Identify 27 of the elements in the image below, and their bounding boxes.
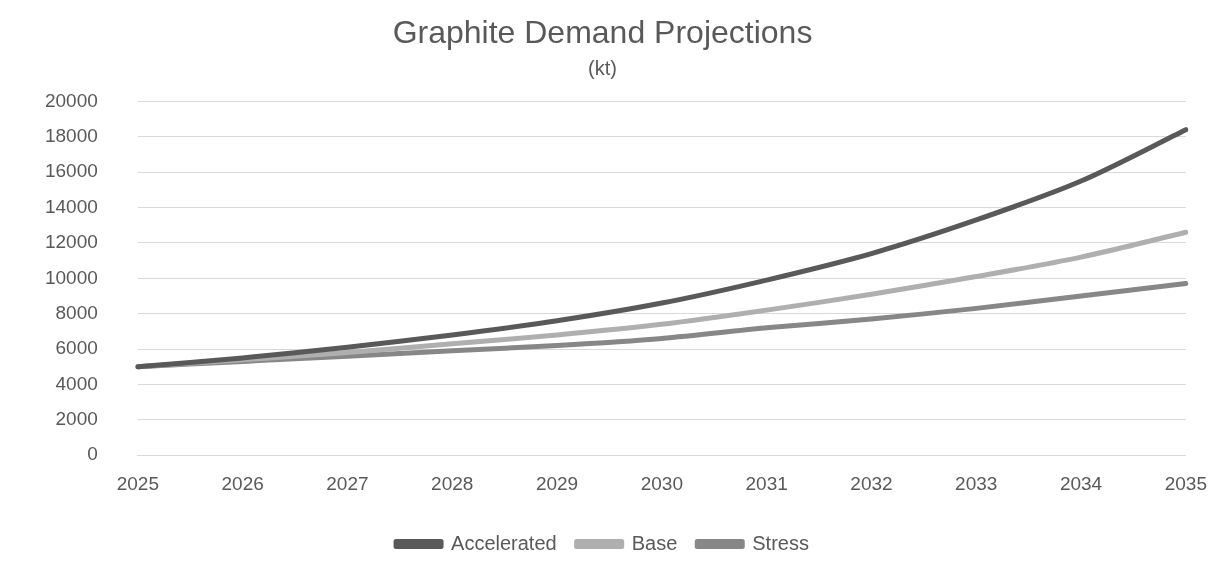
x-tick-label: 2025 [116, 472, 159, 494]
y-tick-label: 10000 [44, 266, 98, 288]
x-tick-label: 2027 [326, 472, 369, 494]
x-tick-label: 2034 [1059, 472, 1103, 494]
x-tick-label: 2030 [640, 472, 683, 494]
legend-label: Stress [752, 531, 809, 554]
y-tick-label: 20000 [44, 89, 98, 111]
x-tick-label: 2028 [431, 472, 474, 494]
y-tick-label: 14000 [44, 195, 98, 217]
y-tick-label: 6000 [55, 337, 98, 359]
x-tick-label: 2031 [745, 472, 788, 494]
legend-label: Accelerated [451, 531, 557, 554]
y-tick-label: 18000 [44, 125, 98, 147]
y-tick-label: 12000 [44, 231, 98, 253]
y-tick-label: 16000 [44, 160, 98, 182]
chart-title: Graphite Demand Projections [392, 14, 813, 51]
x-tick-label: 2026 [221, 472, 264, 494]
x-tick-label: 2029 [535, 472, 579, 494]
x-tick-label: 2032 [850, 472, 893, 494]
y-tick-label: 0 [87, 443, 98, 465]
x-tick-label: 2035 [1164, 472, 1208, 494]
chart-subtitle: (kt) [588, 56, 617, 79]
y-tick-label: 2000 [55, 408, 98, 430]
y-tick-label: 8000 [55, 301, 98, 323]
y-tick-label: 4000 [55, 372, 98, 394]
x-tick-label: 2033 [955, 472, 998, 494]
legend-label: Base [631, 531, 678, 554]
